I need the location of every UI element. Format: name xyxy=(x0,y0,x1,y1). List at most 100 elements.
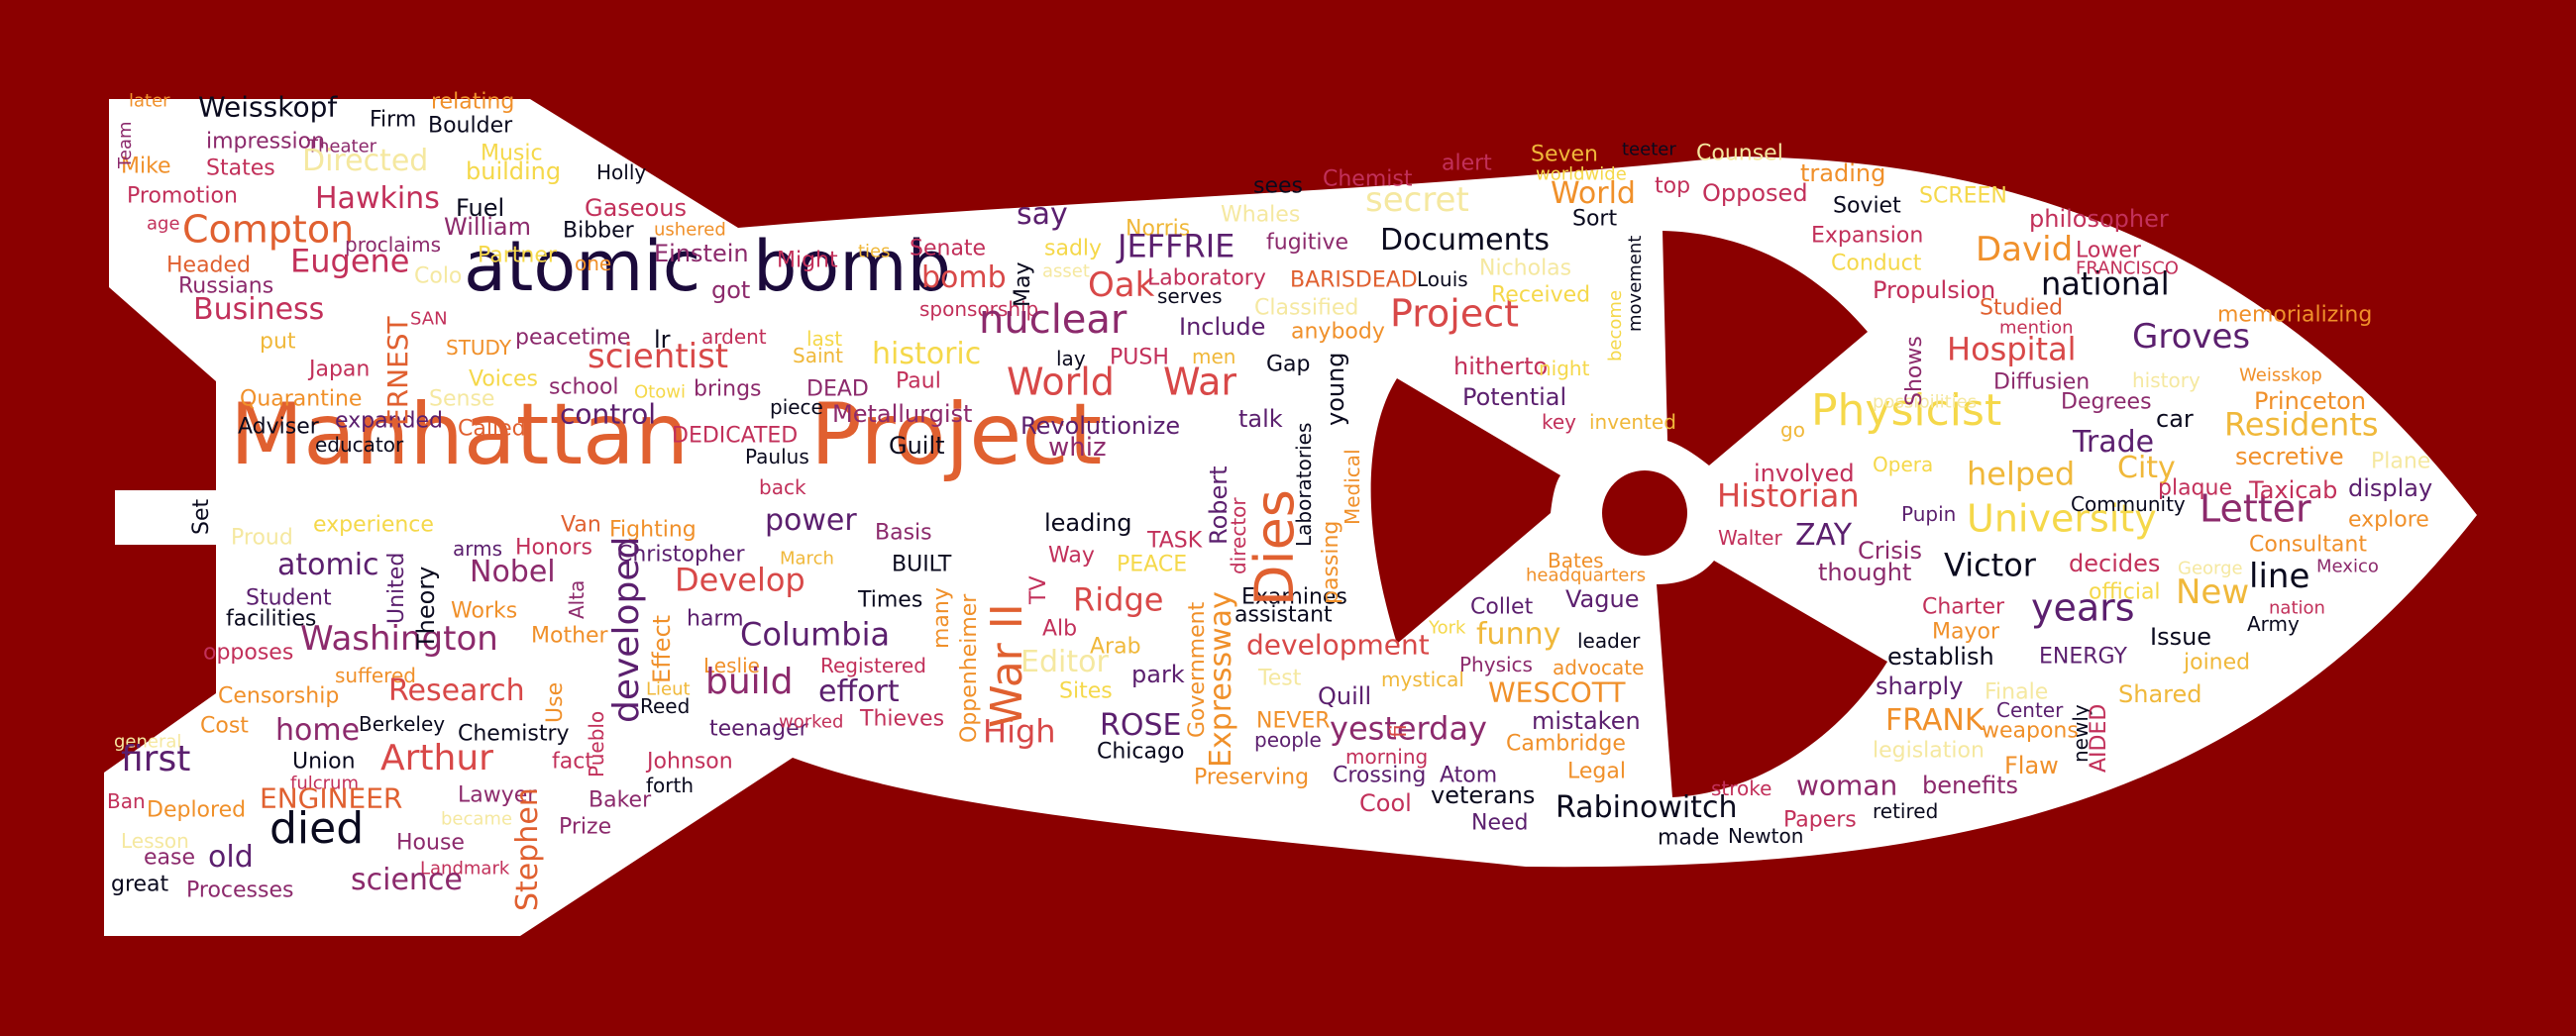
cloud-word: historic xyxy=(872,337,982,371)
cloud-word: Might xyxy=(777,248,838,273)
radiation-blade-left xyxy=(1370,378,1560,644)
cloud-word: Einstein xyxy=(654,239,749,267)
cloud-word: Victor xyxy=(1944,546,2036,584)
cloud-word: Way xyxy=(1048,543,1095,569)
cloud-word: anybody xyxy=(1291,319,1385,345)
cloud-word: age xyxy=(147,213,180,235)
cloud-word: Mother xyxy=(531,623,608,649)
cloud-word: Quarantine xyxy=(240,386,363,412)
cloud-word: Registered xyxy=(820,654,926,677)
cloud-word: Lesson xyxy=(121,829,189,853)
cloud-word: Propulsion xyxy=(1873,275,1996,304)
cloud-word: Student xyxy=(246,585,332,611)
cloud-word: Reed xyxy=(640,694,691,718)
cloud-word: Mexico xyxy=(2316,556,2379,577)
cloud-word: Classified xyxy=(1254,295,1359,321)
cloud-word: relating xyxy=(431,89,515,115)
radiation-blade-bottom xyxy=(1657,561,1887,797)
cloud-word: history xyxy=(2132,368,2200,392)
cloud-word: Saint xyxy=(793,344,844,367)
cloud-word: night xyxy=(1539,357,1590,380)
cloud-word: Nobel xyxy=(470,555,556,589)
cloud-word: involved xyxy=(1754,459,1855,487)
cloud-word: Documents xyxy=(1380,223,1551,258)
cloud-word: arms xyxy=(453,537,503,561)
cloud-word: ROSE xyxy=(1100,708,1182,743)
cloud-word: movement xyxy=(1625,235,1646,332)
cloud-word: Ridge xyxy=(1073,580,1164,619)
cloud-word: March xyxy=(780,548,834,570)
cloud-word: WESCOTT xyxy=(1488,675,1626,709)
cloud-word: Opera xyxy=(1873,453,1934,476)
cloud-word: Sites xyxy=(1059,678,1113,704)
cloud-word: Walter xyxy=(1718,526,1782,550)
cloud-word: Arthur xyxy=(380,738,493,779)
cloud-word: Collet xyxy=(1470,594,1534,620)
cloud-word: Metallurgist xyxy=(832,399,973,428)
cloud-word: Trade xyxy=(2073,425,2155,460)
cloud-word: Ban xyxy=(107,789,146,813)
cloud-word: Seven xyxy=(1531,142,1598,167)
cloud-word: developed xyxy=(606,536,647,723)
cloud-word: City xyxy=(2117,451,2176,485)
cloud-word: Alb xyxy=(1042,616,1078,642)
cloud-word: became xyxy=(441,808,513,830)
cloud-word: Paulus xyxy=(745,445,809,468)
cloud-word: Medical xyxy=(1341,449,1364,525)
bomb-body-shape xyxy=(104,99,2477,936)
radiation-symbol-icon xyxy=(1370,231,1887,797)
cloud-word: forth xyxy=(646,774,695,797)
cloud-word: say xyxy=(1017,197,1068,232)
cloud-word: FRANCISCO xyxy=(2076,258,2179,279)
cloud-word: High xyxy=(983,712,1056,751)
cloud-word: building xyxy=(466,156,562,185)
cloud-word: Oak xyxy=(1088,264,1155,305)
cloud-word: ushered xyxy=(654,219,726,241)
cloud-word: become xyxy=(1605,289,1626,362)
cloud-word: facilities xyxy=(226,606,317,632)
cloud-word: power xyxy=(765,503,857,538)
cloud-word: brings xyxy=(694,376,762,402)
cloud-word: explore xyxy=(2348,507,2429,533)
cloud-word: Deplored xyxy=(147,797,247,823)
cloud-word: proclaims xyxy=(345,233,441,257)
cloud-word: Holly xyxy=(596,160,647,184)
cloud-word: later xyxy=(129,90,170,112)
cloud-word: Letter xyxy=(2200,486,2311,531)
cloud-word: Nicholas xyxy=(1479,256,1572,281)
cloud-word: Crossing xyxy=(1333,763,1427,788)
cloud-word: York xyxy=(1429,617,1466,639)
cloud-word: PUSH xyxy=(1110,345,1169,370)
cloud-word: Physicist xyxy=(1811,384,2002,436)
cloud-word: World xyxy=(1551,176,1636,211)
cloud-word: Eugene xyxy=(290,242,410,280)
cloud-word: ENGINEER xyxy=(260,781,403,815)
cloud-word: Sort xyxy=(1572,206,1618,232)
cloud-word: Fighting xyxy=(609,517,697,543)
cloud-word: establish xyxy=(1887,642,1994,671)
cloud-word: impression xyxy=(206,129,326,155)
cloud-word: top xyxy=(1655,173,1691,199)
cloud-word: scientist xyxy=(588,336,729,376)
cloud-word: bomb xyxy=(753,226,951,307)
cloud-word: STUDY xyxy=(446,336,512,360)
cloud-word: Gaseous xyxy=(585,193,687,222)
cloud-word: Works xyxy=(451,598,518,624)
cloud-word: Newton xyxy=(1728,824,1804,848)
cloud-word: Expansion xyxy=(1811,223,1924,249)
cloud-word: Sense xyxy=(429,386,495,412)
cloud-word: Set xyxy=(189,498,214,535)
cloud-word: teenager xyxy=(709,716,808,742)
cloud-word: Colo xyxy=(414,263,463,289)
cloud-word: Japan xyxy=(309,357,371,382)
cloud-word: Cool xyxy=(1359,788,1412,817)
cloud-word: Counsel xyxy=(1696,141,1783,166)
cloud-word: Music xyxy=(481,141,543,166)
cloud-word: headquarters xyxy=(1526,565,1647,586)
cloud-word: lay xyxy=(1056,347,1086,370)
cloud-word: Expressway xyxy=(1204,591,1238,768)
cloud-word: Shows xyxy=(1902,336,1927,406)
cloud-word: Pupin xyxy=(1901,502,1957,526)
cloud-word: Weisskopf xyxy=(198,90,338,124)
cloud-word: Rabinowitch xyxy=(1556,790,1738,825)
